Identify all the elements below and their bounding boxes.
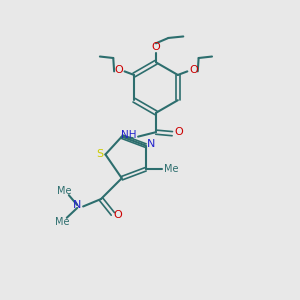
Text: N: N	[72, 200, 81, 210]
Text: O: O	[175, 127, 183, 137]
Text: Me: Me	[164, 164, 178, 174]
Text: Me: Me	[57, 186, 72, 196]
Text: S: S	[96, 149, 103, 160]
Text: Me: Me	[55, 217, 70, 227]
Text: O: O	[189, 65, 198, 75]
Text: O: O	[114, 210, 123, 220]
Text: N: N	[147, 139, 156, 149]
Text: NH: NH	[121, 130, 136, 140]
Text: O: O	[114, 65, 123, 75]
Text: O: O	[152, 43, 160, 52]
